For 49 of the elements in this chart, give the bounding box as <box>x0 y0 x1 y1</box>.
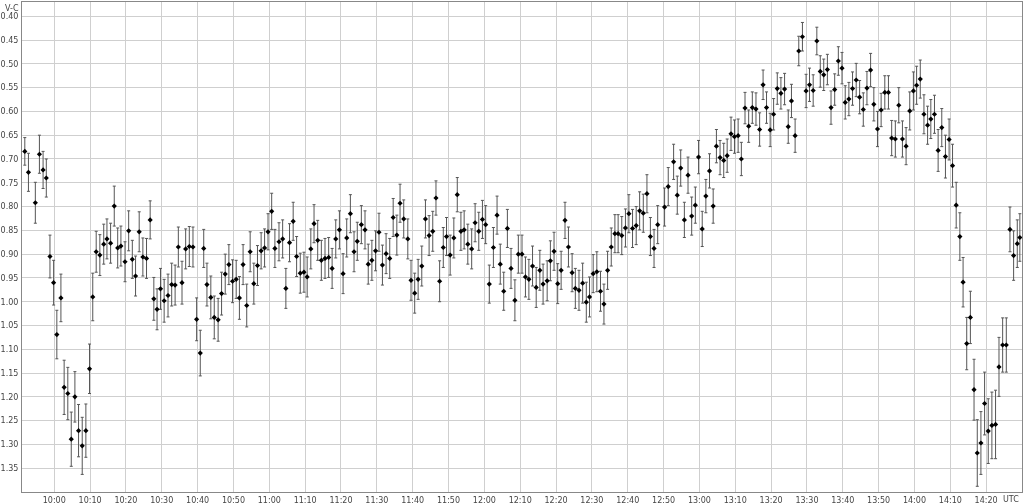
x-tick-label: 12:30 <box>580 495 604 504</box>
x-tick-label: 13:30 <box>795 495 819 504</box>
x-tick-label: 11:40 <box>401 495 425 504</box>
x-tick-label: 12:10 <box>508 495 532 504</box>
y-tick-label: 1.35 <box>0 464 19 474</box>
x-tick-label: 11:50 <box>436 495 461 504</box>
y-tick-label: 1.30 <box>0 440 19 450</box>
y-tick-label: 0.70 <box>0 154 19 164</box>
y-tick-label: 1.00 <box>0 297 19 307</box>
y-tick-label: 0.95 <box>0 273 19 283</box>
x-tick-label: 14:00 <box>902 495 926 504</box>
x-tick-label: 14:20 <box>974 495 998 504</box>
y-tick-label: 0.65 <box>0 131 19 140</box>
x-tick-label: 12:20 <box>544 495 568 504</box>
x-tick-label: 13:20 <box>759 495 783 504</box>
x-tick-label: 12:50 <box>652 495 676 504</box>
y-tick-label: 0.80 <box>0 202 19 212</box>
y-tick-label: 1.10 <box>0 345 19 355</box>
x-tick-label: 10:50 <box>221 495 245 504</box>
y-tick-label: 1.05 <box>0 321 19 331</box>
y-tick-label: 1.25 <box>0 416 19 426</box>
x-tick-label: 13:50 <box>867 495 891 504</box>
x-tick-label: 11:30 <box>365 495 389 504</box>
x-tick-label: 11:10 <box>293 495 317 504</box>
x-tick-label: 10:10 <box>78 495 102 504</box>
x-tick-label: 13:40 <box>831 495 855 504</box>
x-tick-label: 11:20 <box>329 495 353 504</box>
x-tick-label: 10:30 <box>150 495 174 504</box>
x-tick-label: 13:00 <box>687 495 711 504</box>
y-tick-label: 0.60 <box>0 107 19 117</box>
y-tick-label: 0.45 <box>0 35 19 45</box>
y-tick-label: 1.15 <box>0 368 19 378</box>
y-tick-label: 0.85 <box>0 226 19 236</box>
y-tick-label: 0.40 <box>0 12 19 22</box>
y-tick-label: 0.90 <box>0 249 19 259</box>
x-tick-label: 10:20 <box>114 495 138 504</box>
x-axis-title: UTC <box>1003 495 1020 504</box>
x-tick-label: 10:40 <box>186 495 210 504</box>
x-tick-label: 14:10 <box>938 495 962 504</box>
y-tick-label: 0.75 <box>0 178 19 188</box>
y-tick-label: 0.55 <box>0 83 19 93</box>
y-tick-label: 1.20 <box>0 392 19 402</box>
x-tick-label: 10:00 <box>42 495 66 504</box>
x-tick-label: 12:00 <box>472 495 496 504</box>
y-tick-label: 0.50 <box>0 59 19 69</box>
x-tick-label: 11:00 <box>257 495 281 504</box>
x-tick-label: 13:10 <box>723 495 747 504</box>
x-tick-label: 12:40 <box>616 495 640 504</box>
y-axis-title: V-C <box>5 4 19 13</box>
